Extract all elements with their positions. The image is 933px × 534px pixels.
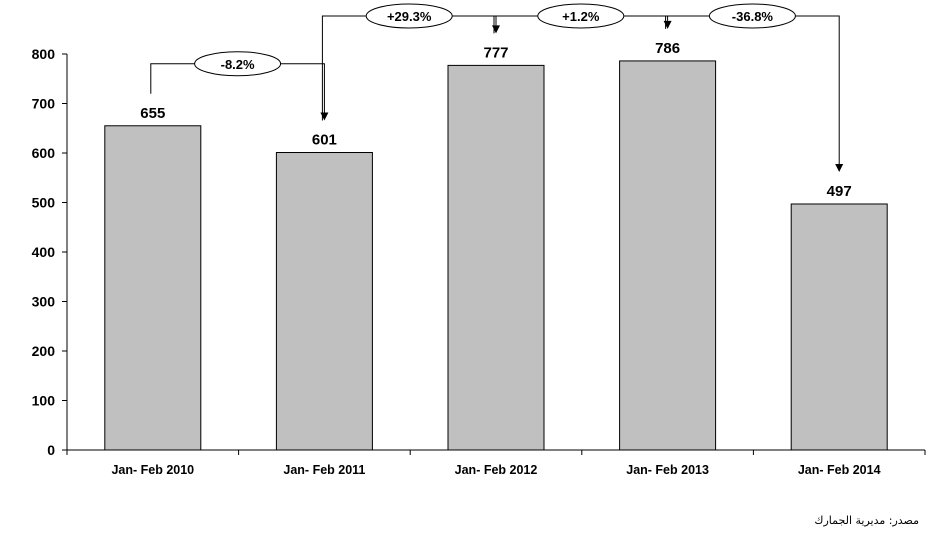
y-tick-label: 300 <box>32 294 56 310</box>
data-label: 655 <box>140 105 165 122</box>
bar <box>790 203 888 451</box>
y-tick-label: 200 <box>32 343 56 359</box>
axes: 0 100 200 300 400 500 600 700 800 <box>32 46 926 458</box>
change-annotation: -36.8% <box>665 3 844 172</box>
data-label: 497 <box>827 183 852 200</box>
change-oval <box>708 3 796 29</box>
arrow-head-icon <box>663 20 672 29</box>
y-tick-label: 400 <box>32 244 56 260</box>
change-label: +29.3% <box>387 9 432 24</box>
y-tick-label: 700 <box>32 96 56 112</box>
x-tick-label: Jan- Feb 2013 <box>626 463 709 477</box>
arrow-head-icon <box>835 163 844 172</box>
data-label: 601 <box>312 132 337 149</box>
bars <box>104 60 888 451</box>
x-tick-label: Jan- Feb 2011 <box>283 463 365 477</box>
arrow-head-icon <box>492 25 500 34</box>
bar <box>104 125 202 451</box>
change-label: +1.2% <box>562 9 600 24</box>
bar <box>275 152 373 451</box>
change-oval <box>365 3 453 29</box>
change-annotation: +29.3% <box>321 3 500 121</box>
arrow-head-icon <box>320 112 329 121</box>
x-tick-label: Jan- Feb 2014 <box>798 463 881 477</box>
x-tick-label: Jan- Feb 2012 <box>455 463 538 477</box>
change-label: -36.8% <box>732 9 774 24</box>
y-tick-label: 100 <box>32 393 56 409</box>
data-label: 777 <box>483 44 508 61</box>
y-tick-label: 800 <box>32 46 56 62</box>
bar <box>447 64 545 451</box>
y-tick-label: 500 <box>32 195 56 211</box>
change-annotations: -8.2% +29.3% +1.2% -36.8% <box>150 3 844 172</box>
bar <box>619 60 717 451</box>
change-oval <box>194 51 282 77</box>
change-label: -8.2% <box>221 57 255 72</box>
change-annotation: +1.2% <box>493 3 672 34</box>
source-note: مصدر: مديرية الجمارك <box>814 514 919 527</box>
change-annotation: -8.2% <box>150 51 329 121</box>
y-tick-label: 600 <box>32 145 56 161</box>
labels: Jan- Feb 2010 655 Jan- Feb 2011 601 Jan- Feb… <box>111 40 880 477</box>
change-oval <box>537 3 625 29</box>
y-tick-label: 0 <box>47 442 55 458</box>
data-label: 786 <box>655 40 680 57</box>
x-tick-label: Jan- Feb 2010 <box>111 463 194 477</box>
